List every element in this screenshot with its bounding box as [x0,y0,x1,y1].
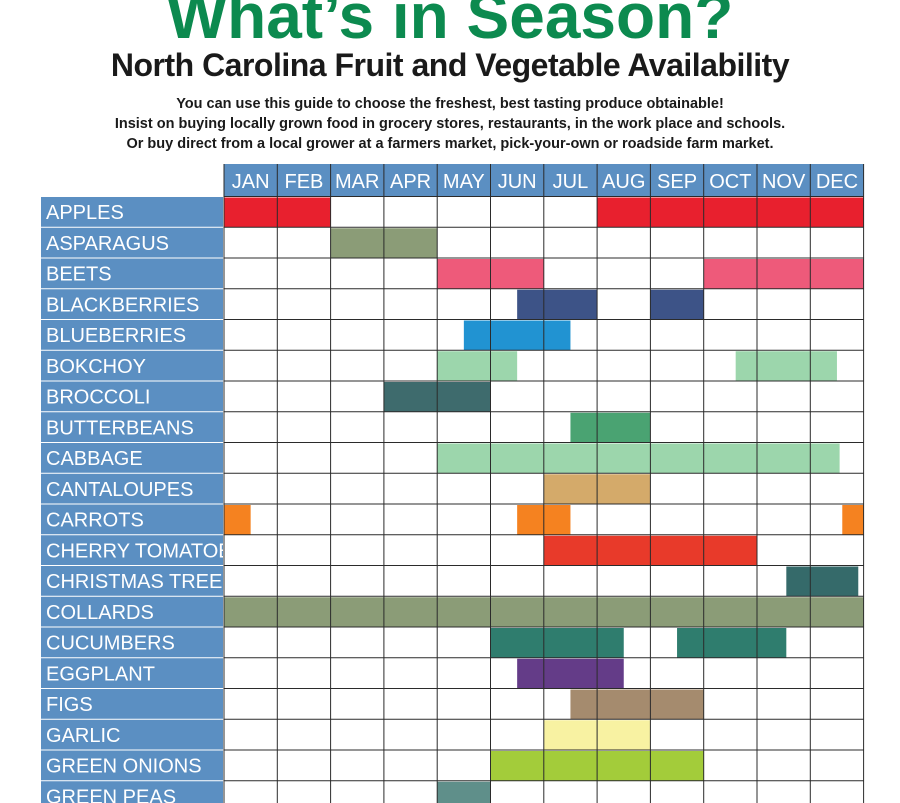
season-bar-carrots-1 [224,505,251,535]
season-bar-green-peas-1 [437,781,491,803]
intro-line-3: Or buy direct from a local grower at a f… [126,136,774,152]
season-bar-apples-2 [597,197,864,228]
month-label-aug: AUG [602,171,645,193]
row-label-green-onions: GREEN ONIONS [46,756,202,778]
month-label-jul: JUL [553,171,589,193]
row-label-bg-carrots [41,504,223,535]
season-bar-cucumbers-2 [677,628,787,658]
row-label-bg-butterbeans [41,412,223,442]
season-bar-blackberries-1 [517,289,598,320]
row-label-bg-broccoli [41,381,223,412]
row-label-green-peas: GREEN PEAS [46,786,176,803]
row-label-garlic: GARLIC [46,725,120,747]
month-label-oct: OCT [709,171,751,193]
page-subtitle: North Carolina Fruit and Vegetable Avail… [110,47,790,83]
row-label-bg-beets [41,258,223,289]
row-label-asparagus: ASPARAGUS [46,233,169,255]
row-label-apples: APPLES [46,202,124,224]
row-label-bg-apples [41,197,223,227]
season-bar-cabbage-1 [437,443,840,474]
intro-text: You can use this guide to choose the fre… [0,94,900,154]
season-bar-beets-2 [703,259,864,289]
row-label-christmas-trees: CHRISTMAS TREES [46,571,236,593]
season-bar-carrots-3 [842,505,864,535]
row-label-bg-cantaloupes [41,473,223,504]
row-label-collards: COLLARDS [46,602,154,624]
month-label-mar: MAR [335,171,379,193]
season-bar-bokchoy-2 [735,351,837,381]
row-label-bokchoy: BOKCHOY [46,356,146,378]
season-bar-christmas-trees-1 [786,566,859,597]
season-bar-cucumbers-1 [490,628,624,658]
row-label-bg-cucumbers [41,627,223,658]
row-label-eggplant: EGGPLANT [46,663,155,685]
season-bar-bokchoy-1 [437,351,518,381]
row-label-bg-cherry-tomatoes [41,535,223,565]
season-bar-eggplant-1 [517,658,624,689]
row-label-bg-asparagus [41,227,223,258]
row-label-bg-garlic [41,719,223,750]
row-label-bg-cabbage [41,443,223,473]
row-label-cantaloupes: CANTALOUPES [46,479,193,501]
row-label-bg-bokchoy [41,350,223,381]
month-label-apr: APR [390,171,431,193]
season-bar-butterbeans-1 [570,412,651,443]
intro-line-1: You can use this guide to choose the fre… [176,96,724,112]
season-bar-blackberries-2 [650,289,704,320]
intro-line-2: Insist on buying locally grown food in g… [114,116,786,132]
row-label-figs: FIGS [46,694,93,716]
row-label-cherry-tomatoes: CHERRY TOMATOES [46,540,245,562]
row-label-butterbeans: BUTTERBEANS [46,417,194,439]
month-label-jan: JAN [232,171,270,193]
month-label-sep: SEP [657,171,697,193]
month-label-jun: JUN [498,171,537,193]
month-label-feb: FEB [284,171,323,193]
row-label-broccoli: BROCCOLI [46,387,150,409]
row-label-cucumbers: CUCUMBERS [46,633,175,655]
season-bar-blueberries-1 [463,320,571,351]
row-label-bg-christmas-trees [41,566,223,596]
month-label-nov: NOV [762,171,806,193]
season-bar-figs-1 [570,689,704,720]
row-label-blueberries: BLUEBERRIES [46,325,186,347]
row-label-bg-green-onions [41,750,223,781]
page-title: What’s in Season? [166,0,734,52]
month-label-may: MAY [443,171,485,193]
row-label-bg-eggplant [41,658,223,688]
row-label-cabbage: CABBAGE [46,448,143,470]
row-label-bg-blueberries [41,320,223,350]
row-label-beets: BEETS [46,264,112,286]
row-label-bg-green-peas [41,781,223,803]
row-label-carrots: CARROTS [46,510,144,532]
row-label-bg-figs [41,689,223,719]
row-label-bg-collards [41,596,223,627]
row-label-bg-blackberries [41,289,223,319]
row-label-blackberries: BLACKBERRIES [46,294,199,316]
month-label-dec: DEC [816,171,858,193]
